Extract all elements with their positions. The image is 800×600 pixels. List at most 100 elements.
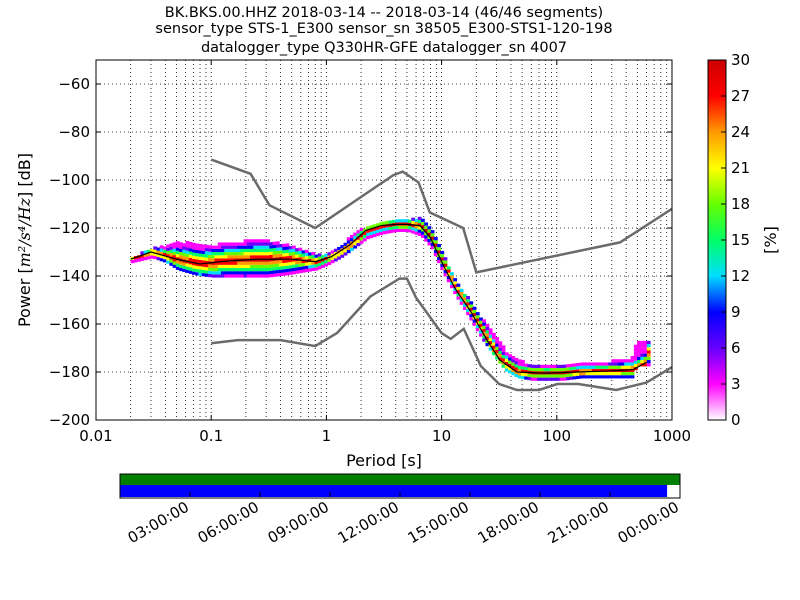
- psd-cell: [262, 271, 267, 275]
- psd-cell: [298, 247, 303, 251]
- psd-cell: [491, 339, 496, 343]
- psd-cell: [317, 266, 322, 270]
- psd-cell: [150, 249, 154, 253]
- x-tick-label: 0.1: [199, 427, 223, 445]
- psd-cell: [279, 260, 283, 264]
- psd-cell: [620, 365, 625, 369]
- psd-cell: [643, 347, 648, 351]
- psd-cell: [188, 270, 193, 274]
- psd-cell: [440, 257, 445, 261]
- psd-cell: [430, 246, 435, 250]
- psd-cell: [501, 345, 506, 349]
- y-axis-label: Power [m²/s⁴/Hz] [dB]: [15, 153, 34, 327]
- psd-cell: [214, 261, 219, 265]
- psd-cell: [230, 248, 235, 253]
- psd-cell: [311, 264, 316, 268]
- psd-cell: [420, 218, 425, 222]
- psd-cell: [466, 308, 470, 312]
- psd-cell: [427, 226, 432, 230]
- psd-cell: [185, 241, 190, 245]
- psd-cell: [185, 253, 190, 258]
- psd-cell: [266, 248, 270, 253]
- psd-cell: [240, 274, 245, 278]
- psd-cell: [250, 252, 254, 256]
- psd-cell: [262, 261, 267, 265]
- psd-cell: [269, 270, 274, 275]
- psd-cell: [140, 254, 145, 258]
- psd-cell: [604, 375, 609, 379]
- psd-cell: [279, 272, 283, 277]
- psd-cell: [188, 254, 193, 258]
- psd-cell: [266, 268, 270, 272]
- psd-cell: [227, 271, 232, 275]
- psd-cell: [585, 372, 590, 376]
- plot-frame: [95, 59, 673, 421]
- psd-cell: [156, 250, 161, 254]
- psd-cell: [285, 272, 290, 276]
- psd-cell: [498, 347, 503, 351]
- psd-cell: [191, 255, 196, 259]
- psd-cell: [301, 259, 306, 264]
- psd-cell: [246, 261, 251, 265]
- psd-cell: [153, 255, 158, 260]
- psd-cell: [320, 255, 325, 259]
- psd-cell: [269, 245, 274, 249]
- psd-cell: [408, 226, 412, 230]
- psd-cell: [217, 245, 222, 249]
- psd-cell: [198, 272, 203, 276]
- colorbar-label: [%]: [761, 226, 780, 254]
- psd-cell: [450, 275, 454, 279]
- psd-cell: [198, 253, 203, 257]
- psd-cell: [433, 243, 438, 247]
- psd-cell: [498, 350, 503, 355]
- psd-cell: [459, 295, 464, 299]
- psd-cell: [195, 253, 200, 257]
- psd-cell: [404, 219, 409, 223]
- psd-cell: [269, 274, 274, 278]
- psd-cell: [166, 247, 170, 251]
- psd-cell: [233, 252, 238, 256]
- psd-cell: [379, 225, 383, 229]
- psd-cell: [543, 368, 548, 372]
- psd-cell: [575, 375, 580, 379]
- psd-cell: [498, 344, 503, 348]
- psd-cell: [220, 245, 225, 249]
- psd-cell: [256, 239, 261, 243]
- psd-cell: [408, 229, 412, 233]
- psd-cell: [198, 243, 203, 248]
- psd-cell: [275, 244, 280, 248]
- psd-cell: [340, 245, 345, 249]
- psd-cell: [437, 259, 441, 264]
- psd-cell: [256, 268, 261, 272]
- psd-cell: [259, 258, 264, 262]
- y-axis-label-units: m²/s⁴/Hz: [15, 197, 34, 267]
- psd-cell: [411, 230, 416, 234]
- psd-cell: [375, 226, 380, 230]
- timeline-tick-label: 18:00:00: [475, 498, 542, 547]
- psd-cell: [420, 221, 425, 226]
- psd-cell: [282, 262, 287, 267]
- psd-cell: [475, 312, 480, 316]
- psd-cell: [637, 350, 641, 354]
- psd-cell: [317, 262, 322, 267]
- psd-cell: [146, 256, 151, 260]
- psd-cell: [546, 374, 551, 378]
- psd-cell: [637, 347, 641, 351]
- psd-cell: [179, 251, 183, 256]
- psd-cell: [246, 268, 251, 272]
- psd-cell: [269, 248, 274, 252]
- psd-cell: [627, 368, 632, 373]
- psd-cell: [433, 253, 438, 257]
- psd-cell: [311, 261, 316, 265]
- psd-cell: [456, 283, 461, 287]
- colorbar-tick-label: 12: [731, 267, 750, 285]
- psd-cell: [198, 263, 203, 267]
- psd-cell: [169, 243, 174, 247]
- psd-cell: [614, 372, 619, 376]
- psd-cell: [201, 253, 206, 258]
- psd-cell: [540, 368, 545, 372]
- psd-cell: [246, 255, 251, 259]
- psd-cell: [466, 311, 470, 316]
- psd-cell: [201, 273, 206, 277]
- psd-cell: [285, 256, 290, 260]
